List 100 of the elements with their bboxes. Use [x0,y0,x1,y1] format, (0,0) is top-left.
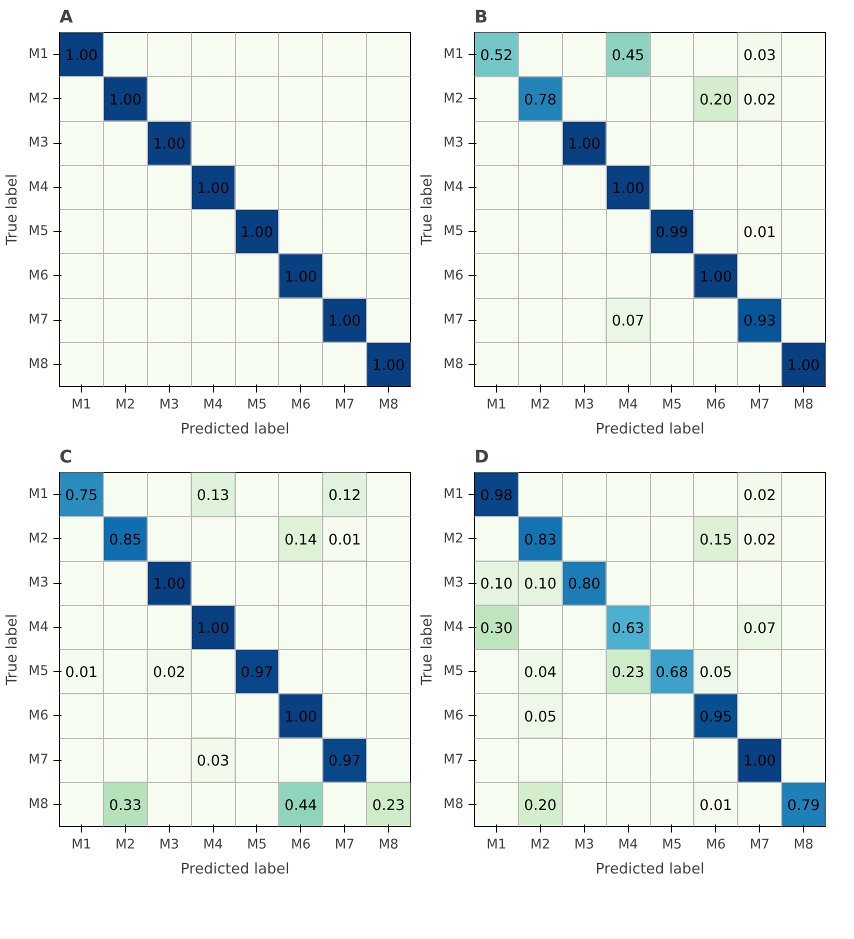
data-label: 0.83 [524,531,557,548]
data-label: 0.10 [480,576,513,593]
data-label: 0.78 [524,91,557,108]
data-label: 1.00 [568,136,601,153]
data-label: 0.75 [65,487,98,504]
data-label: 1.00 [196,620,230,637]
y-tick-label: M7 [444,752,464,768]
data-label: 1.00 [108,91,142,108]
x-tick-label: M1 [486,398,506,412]
data-label: 0.95 [699,708,732,726]
y-tick-label: M3 [444,576,464,591]
x-tick-label: M5 [246,398,267,412]
y-tick-label: M3 [28,136,49,151]
data-label: 1.00 [284,268,318,286]
data-label: 0.02 [743,487,776,504]
x-tick-label: M3 [159,398,180,412]
y-tick-label: M1 [444,47,464,62]
data-label: 1.00 [65,47,98,64]
x-tick-label: M6 [290,838,311,852]
data-label: 0.07 [612,312,644,330]
x-tick-label: M8 [378,838,399,852]
y-tick-label: M8 [444,356,464,372]
data-label: 0.02 [152,664,186,682]
y-tick-label: M3 [28,576,49,591]
data-label: 0.14 [284,531,318,548]
data-label: 0.93 [743,312,776,330]
data-label: 0.10 [524,576,557,593]
y-tick-label: M2 [28,91,49,106]
x-axis-title: Predicted label [596,860,704,878]
data-label: 0.85 [108,531,142,548]
data-label: 1.00 [284,708,318,726]
data-label: 0.23 [612,664,644,682]
x-tick-label: M5 [662,838,682,852]
y-tick-label: M8 [28,356,49,372]
x-axis-title: Predicted label [180,420,290,438]
data-label: 0.01 [743,224,776,242]
x-tick-label: M8 [794,398,814,412]
data-label: 0.05 [699,664,732,682]
data-label: 0.03 [743,47,776,64]
data-label: 1.00 [612,180,644,197]
y-tick-label: M3 [444,136,464,151]
y-axis-title: True label [4,174,21,246]
x-tick-label: M2 [115,398,136,412]
x-tick-label: M4 [203,838,224,852]
x-tick-label: M3 [159,838,180,852]
data-label: 0.05 [524,708,557,726]
x-tick-label: M2 [530,838,550,852]
data-label: 1.00 [152,576,186,593]
x-tick-label: M4 [618,398,638,412]
x-tick-label: M7 [750,838,770,852]
y-tick-label: M5 [444,224,464,240]
y-axis-title: True label [418,614,436,686]
data-label: 1.00 [240,224,274,242]
data-label: 1.00 [152,136,186,153]
y-tick-label: M5 [28,224,49,240]
x-tick-label: M7 [334,398,355,412]
data-label: 0.01 [65,664,98,682]
x-tick-label: M1 [71,398,92,412]
x-tick-label: M8 [378,398,399,412]
x-tick-label: M5 [246,838,267,852]
y-tick-label: M1 [28,487,49,502]
y-tick-label: M2 [444,531,464,546]
data-label: 0.99 [656,224,688,242]
y-tick-label: M2 [444,91,464,106]
x-axis-title: Predicted label [180,860,290,878]
data-label: 0.01 [328,531,362,548]
y-tick-label: M8 [444,796,464,812]
data-label: 0.63 [612,620,644,637]
chart-title: D [474,448,489,468]
y-tick-label: M4 [28,620,49,635]
x-tick-label: M2 [530,398,550,412]
data-label: 1.00 [328,312,362,330]
x-tick-label: M7 [750,398,770,412]
y-tick-label: M2 [28,531,49,546]
data-label: 1.00 [743,752,776,770]
data-label: 0.03 [196,752,230,770]
data-label: 0.23 [372,796,405,814]
y-tick-label: M4 [444,180,464,195]
x-tick-label: M5 [662,398,682,412]
data-label: 0.02 [743,91,776,108]
data-label: 0.30 [480,620,513,637]
chart-title: C [60,448,72,468]
y-tick-label: M7 [28,312,49,328]
x-tick-label: M1 [486,838,506,852]
y-tick-label: M6 [444,708,464,724]
data-label: 0.97 [240,664,274,682]
x-tick-label: M1 [71,838,92,852]
data-label: 0.52 [480,47,513,64]
data-label: 0.45 [612,47,644,64]
y-tick-label: M5 [28,664,49,680]
data-label: 0.15 [699,531,732,548]
data-label: 0.20 [699,91,732,108]
data-label: 1.00 [787,356,820,374]
y-tick-label: M5 [444,664,464,680]
data-label: 0.02 [743,531,776,548]
y-tick-label: M8 [28,796,49,812]
data-label: 0.80 [568,576,601,593]
y-tick-label: M6 [28,268,49,284]
y-tick-label: M4 [444,620,464,635]
y-axis-title: True label [418,174,436,246]
